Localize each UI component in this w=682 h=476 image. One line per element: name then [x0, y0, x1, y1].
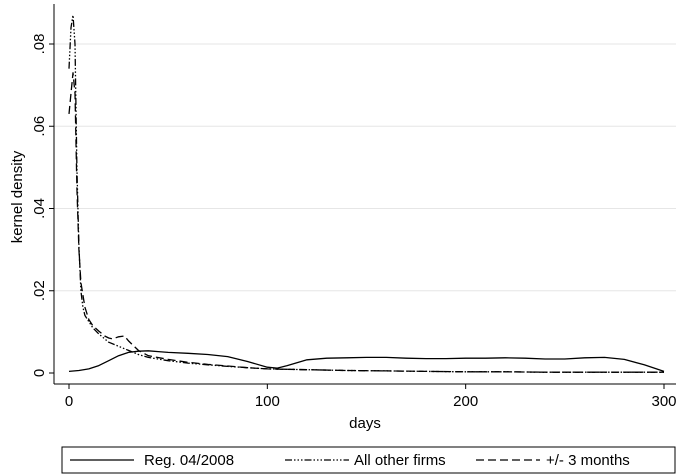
series-line-1 — [68, 350, 665, 373]
y-tick-label: .08 — [31, 34, 48, 55]
legend-label-2: All other firms — [354, 452, 446, 469]
y-axis: 0 .02 .04 .06 .08 — [31, 4, 55, 384]
plot-area — [54, 4, 676, 384]
y-tick-label: 0 — [31, 369, 48, 377]
y-tick-label: .06 — [31, 116, 48, 137]
gridlines — [54, 4, 676, 384]
legend-box — [61, 446, 676, 474]
x-tick-label: 200 — [453, 393, 478, 410]
legend-label-1: Reg. 04/2008 — [144, 452, 234, 469]
y-tick-label: .04 — [31, 198, 48, 219]
legend-label-3: +/- 3 months — [546, 452, 630, 469]
series-line-3 — [68, 72, 664, 373]
series-layer — [68, 14, 665, 373]
x-tick-label: 100 — [255, 393, 280, 410]
x-tick-label: 300 — [651, 393, 676, 410]
x-axis-title: days — [349, 415, 381, 432]
x-tick-label: 0 — [65, 393, 73, 410]
legend: Reg. 04/2008 All other firms +/- 3 months — [61, 446, 676, 474]
y-tick-label: .02 — [31, 280, 48, 301]
y-axis-title: kernel density — [9, 150, 26, 243]
x-axis: 0 100 200 300 — [54, 383, 677, 410]
